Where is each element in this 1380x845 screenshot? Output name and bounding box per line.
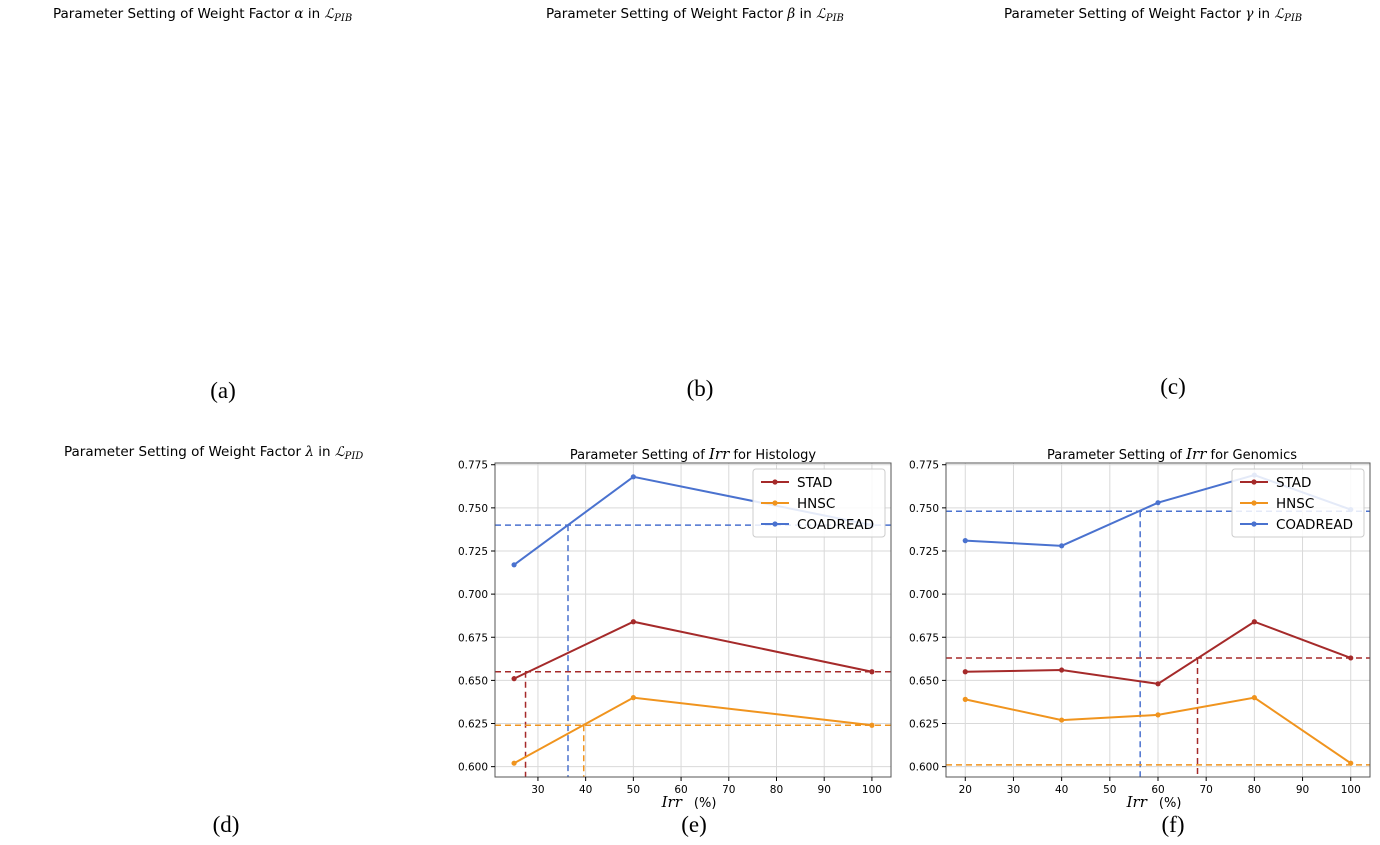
y-tick-label: 0.775 bbox=[909, 460, 939, 472]
data-point-stad bbox=[630, 619, 636, 625]
x-tick-label: 90 bbox=[1296, 784, 1309, 796]
y-tick-label: 0.600 bbox=[458, 762, 488, 774]
y-tick-label: 0.625 bbox=[458, 719, 488, 731]
data-point-stad bbox=[1059, 667, 1065, 673]
y-tick-label: 0.700 bbox=[909, 589, 939, 601]
data-point-coadread bbox=[1155, 500, 1161, 506]
panel-a-title: Parameter Setting of Weight Factor α in … bbox=[53, 6, 353, 24]
legend-box bbox=[752, 468, 886, 538]
y-tick-label: 0.600 bbox=[909, 762, 939, 774]
data-point-stad bbox=[1155, 681, 1161, 687]
x-tick-label: 30 bbox=[1007, 784, 1020, 796]
x-tick-label: 50 bbox=[627, 784, 640, 796]
x-tick-label: 100 bbox=[862, 784, 882, 796]
panel-d-label: (d) bbox=[212, 812, 240, 837]
y-tick-label: 0.725 bbox=[909, 546, 939, 558]
legend-marker-coadread bbox=[772, 521, 778, 527]
data-point-stad bbox=[1348, 655, 1354, 661]
x-tick-label: 70 bbox=[1199, 784, 1212, 796]
x-tick-label: 80 bbox=[1248, 784, 1261, 796]
panel-a-label: (a) bbox=[210, 378, 236, 403]
legend-label-stad: STAD bbox=[1276, 475, 1311, 491]
panel-e-label: (e) bbox=[681, 812, 707, 837]
y-tick-label: 0.750 bbox=[909, 503, 939, 515]
data-point-hnsc bbox=[1059, 717, 1065, 723]
legend-marker-hnsc bbox=[1251, 500, 1257, 506]
legend-label-hnsc: HNSC bbox=[797, 496, 835, 512]
panel-d-title: Parameter Setting of Weight Factor λ in … bbox=[64, 444, 364, 462]
chart-title: Parameter Setting of Irr for Histology bbox=[570, 445, 817, 463]
legend-label-coadread: COADREAD bbox=[797, 517, 874, 533]
x-tick-label: 50 bbox=[1103, 784, 1116, 796]
legend: STAD HNSC COADREAD bbox=[752, 468, 886, 538]
x-tick-label: 30 bbox=[531, 784, 544, 796]
y-tick-label: 0.700 bbox=[458, 589, 488, 601]
x-axis-label: Irr (%) bbox=[1126, 793, 1182, 811]
x-tick-label: 20 bbox=[959, 784, 972, 796]
y-tick-label: 0.725 bbox=[458, 546, 488, 558]
legend-marker-stad bbox=[772, 479, 778, 485]
data-point-stad bbox=[511, 676, 517, 682]
x-tick-label: 40 bbox=[1055, 784, 1068, 796]
data-point-hnsc bbox=[962, 696, 968, 702]
legend: STAD HNSC COADREAD bbox=[1231, 468, 1365, 538]
x-axis-label: Irr (%) bbox=[661, 793, 717, 811]
x-tick-label: 70 bbox=[722, 784, 735, 796]
legend-label-stad: STAD bbox=[797, 475, 832, 491]
data-point-hnsc bbox=[1155, 712, 1161, 718]
legend-marker-stad bbox=[1251, 479, 1257, 485]
data-point-hnsc bbox=[1251, 695, 1257, 701]
plot-frame bbox=[494, 462, 892, 778]
data-point-coadread bbox=[630, 474, 636, 480]
chart-title: Parameter Setting of Irr for Genomics bbox=[1047, 445, 1297, 463]
panel-f-label: (f) bbox=[1161, 812, 1185, 837]
y-tick-label: 0.675 bbox=[458, 632, 488, 644]
x-tick-label: 90 bbox=[818, 784, 831, 796]
data-point-coadread bbox=[1059, 543, 1065, 549]
x-tick-label: 100 bbox=[1341, 784, 1361, 796]
y-tick-label: 0.650 bbox=[458, 675, 488, 687]
y-tick-label: 0.750 bbox=[458, 503, 488, 515]
data-point-hnsc bbox=[1348, 760, 1354, 766]
panel-b-title: Parameter Setting of Weight Factor β in … bbox=[546, 6, 844, 24]
panel-b-label: (b) bbox=[686, 376, 714, 401]
chart-f: 20 30 40 50 60 70 80 90 100 0.600 0.625 0.650 0.675 0… bbox=[909, 445, 1371, 811]
legend-box bbox=[1231, 468, 1365, 538]
data-point-coadread bbox=[962, 538, 968, 544]
legend-marker-hnsc bbox=[772, 500, 778, 506]
y-tick-label: 0.775 bbox=[458, 460, 488, 472]
legend-marker-coadread bbox=[1251, 521, 1257, 527]
y-tick-label: 0.675 bbox=[909, 632, 939, 644]
panel-c-label: (c) bbox=[1160, 374, 1186, 399]
data-point-stad bbox=[1251, 619, 1257, 625]
x-tick-label: 60 bbox=[1151, 784, 1164, 796]
y-tick-label: 0.625 bbox=[909, 719, 939, 731]
data-point-stad bbox=[869, 669, 875, 675]
chart-e: 30 40 50 60 70 80 90 100 0.600 0.625 0.650 0.675 0.7… bbox=[458, 445, 892, 811]
x-tick-label: 40 bbox=[579, 784, 592, 796]
data-point-stad bbox=[962, 669, 968, 675]
legend-label-hnsc: HNSC bbox=[1276, 496, 1314, 512]
x-tick-label: 80 bbox=[770, 784, 783, 796]
panel-c-title: Parameter Setting of Weight Factor γ in … bbox=[1004, 6, 1303, 24]
data-point-hnsc bbox=[869, 722, 875, 728]
data-point-hnsc bbox=[630, 695, 636, 701]
legend-label-coadread: COADREAD bbox=[1276, 517, 1353, 533]
data-point-coadread bbox=[511, 562, 517, 568]
data-point-hnsc bbox=[511, 760, 517, 766]
y-tick-label: 0.650 bbox=[909, 675, 939, 687]
x-tick-label: 60 bbox=[674, 784, 687, 796]
